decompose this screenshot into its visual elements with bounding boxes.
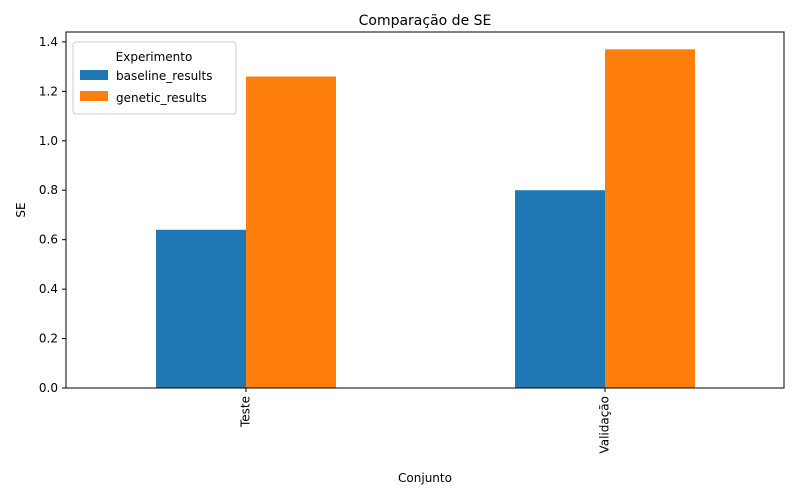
chart-title: Comparação de SE <box>359 13 492 29</box>
legend-label-baseline: baseline_results <box>116 69 212 83</box>
y-tick-label: 0.8 <box>39 183 58 197</box>
legend-swatch-baseline <box>80 70 108 80</box>
legend-label-genetic: genetic_results <box>116 91 207 105</box>
bar-genetic_results-teste <box>246 76 336 388</box>
axes-frame <box>65 31 785 389</box>
y-axis-ticks: 0.0 0.2 0.4 0.6 0.8 1.0 1.2 1.4 <box>39 35 66 395</box>
y-axis-label: SE <box>14 202 28 217</box>
y-tick-label: 1.4 <box>39 35 58 49</box>
bar-baseline_results-validação <box>515 190 605 388</box>
legend-swatch-genetic <box>80 91 108 101</box>
x-tick-label: Validação <box>598 396 612 454</box>
y-tick-label: 0.6 <box>39 233 58 247</box>
legend-title: Experimento <box>116 50 193 64</box>
x-tick-label: Teste <box>239 396 253 428</box>
y-tick-label: 1.2 <box>39 84 58 98</box>
y-tick-label: 0.2 <box>39 332 58 346</box>
y-tick-label: 1.0 <box>39 134 58 148</box>
bar-genetic_results-validação <box>605 49 695 389</box>
x-axis-ticks: Teste Validação <box>239 388 612 454</box>
y-tick-label: 0.4 <box>39 282 58 296</box>
bars-layer <box>156 49 695 389</box>
y-tick-label: 0.0 <box>39 381 58 395</box>
bar-baseline_results-teste <box>156 229 246 388</box>
legend-box <box>72 41 237 115</box>
legend: Experimento baseline_results genetic_res… <box>72 41 237 115</box>
x-axis-label: Conjunto <box>398 471 452 485</box>
